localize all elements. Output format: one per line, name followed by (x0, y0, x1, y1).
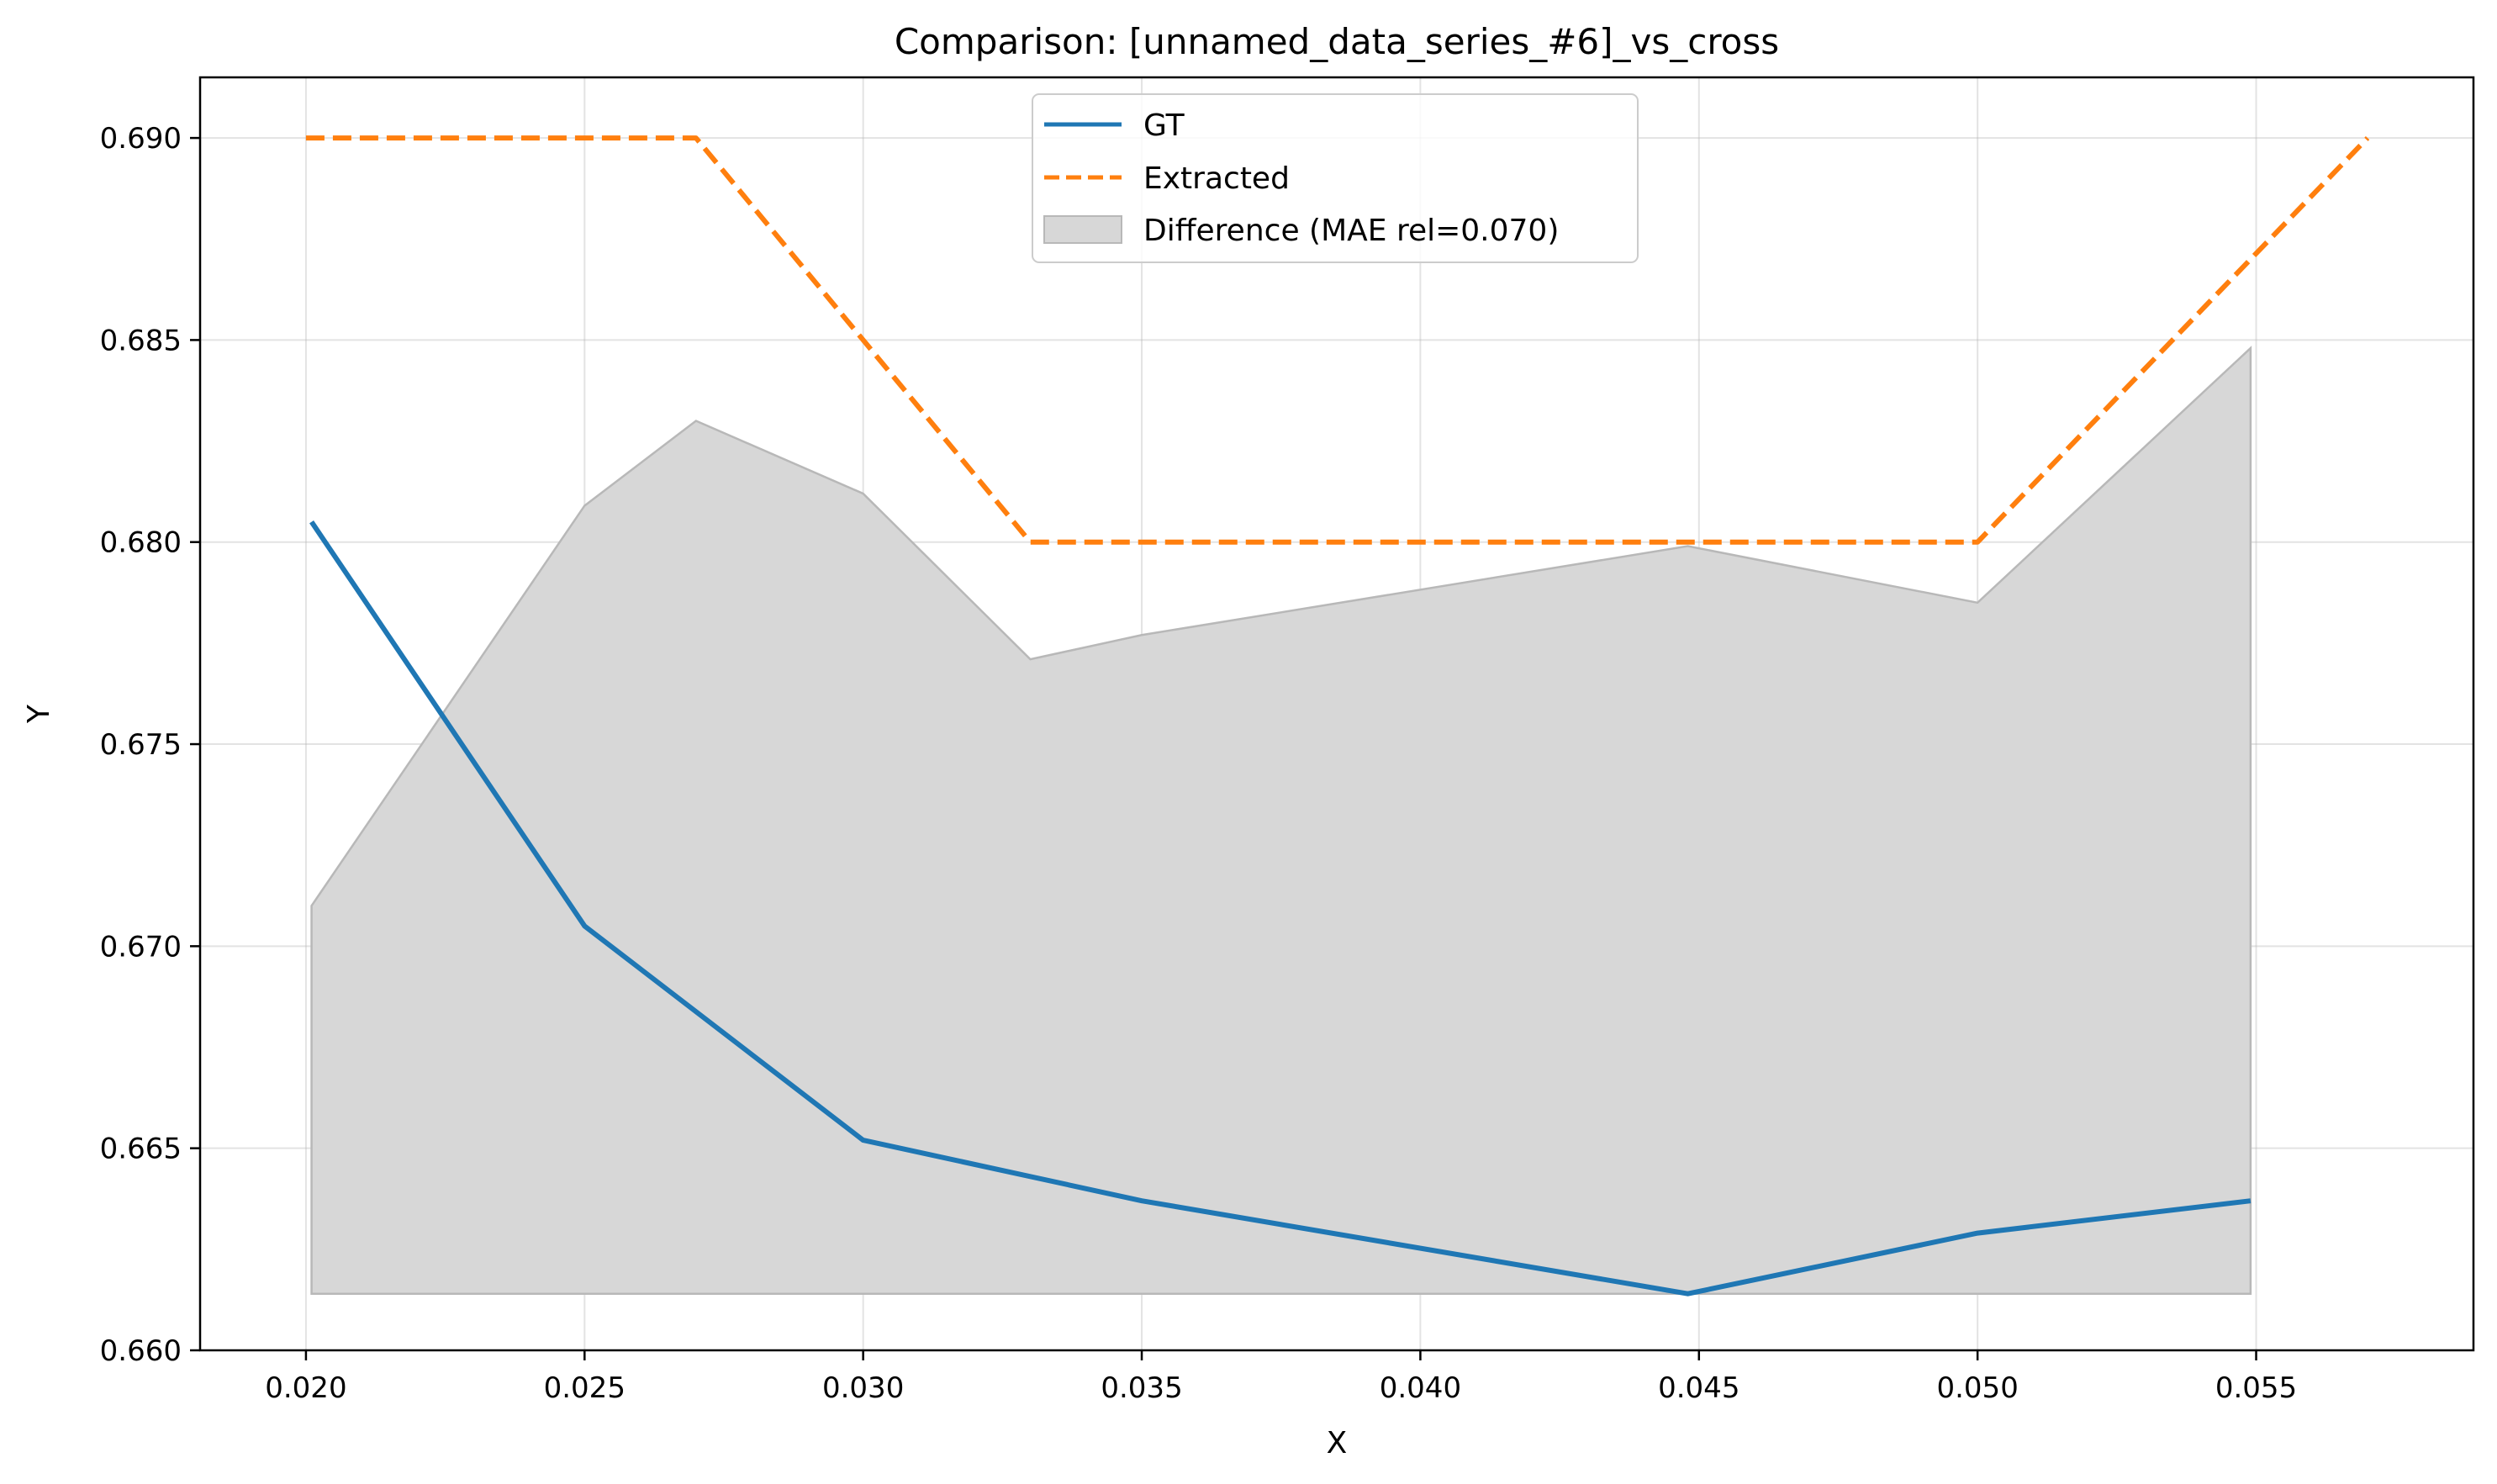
difference-band-layer (310, 346, 2252, 1295)
x-tick-label: 0.045 (1658, 1371, 1739, 1405)
extracted-series-line (305, 135, 2370, 545)
y-tick-label: 0.670 (100, 930, 182, 964)
y-tick-label: 0.665 (100, 1133, 182, 1166)
legend: GT Extracted Difference (MAE rel=0.070) (1032, 93, 1639, 263)
gt-series-line (309, 520, 2252, 1297)
y-tick-label: 0.660 (100, 1334, 182, 1368)
x-tick-label: 0.055 (2215, 1371, 2297, 1405)
y-tick-label: 0.685 (100, 324, 182, 357)
y-axis: 0.660 0.665 0.670 0.675 0.680 0.685 0.690 (100, 122, 200, 1368)
legend-extracted-label: Extracted (1143, 161, 1290, 196)
y-tick-label: 0.675 (100, 728, 182, 762)
series-layer (305, 135, 2370, 1297)
x-tick-label: 0.040 (1380, 1371, 1461, 1405)
legend-difference-swatch (1043, 215, 1122, 244)
y-tick-label: 0.690 (100, 122, 182, 156)
x-tick-label: 0.030 (822, 1371, 904, 1405)
legend-gt-label: GT (1143, 108, 1185, 143)
plot-frame (198, 76, 2475, 1352)
legend-difference-label: Difference (MAE rel=0.070) (1143, 214, 1559, 248)
y-axis-label: Y (22, 704, 56, 724)
legend-box (1032, 93, 1639, 263)
x-tick-label: 0.025 (544, 1371, 626, 1405)
y-tick-label: 0.680 (100, 526, 182, 560)
x-axis-label: X (1327, 1426, 1348, 1460)
x-axis: 0.020 0.025 0.030 0.035 0.040 0.045 0.050 0.055 (265, 1350, 2297, 1405)
difference-band (310, 346, 2252, 1295)
x-tick-label: 0.035 (1101, 1371, 1182, 1405)
x-tick-label: 0.050 (1936, 1371, 2018, 1405)
chart-title: Comparison: [unnamed_data_series_#6]_vs_… (895, 21, 1779, 62)
x-tick-label: 0.020 (265, 1371, 346, 1405)
